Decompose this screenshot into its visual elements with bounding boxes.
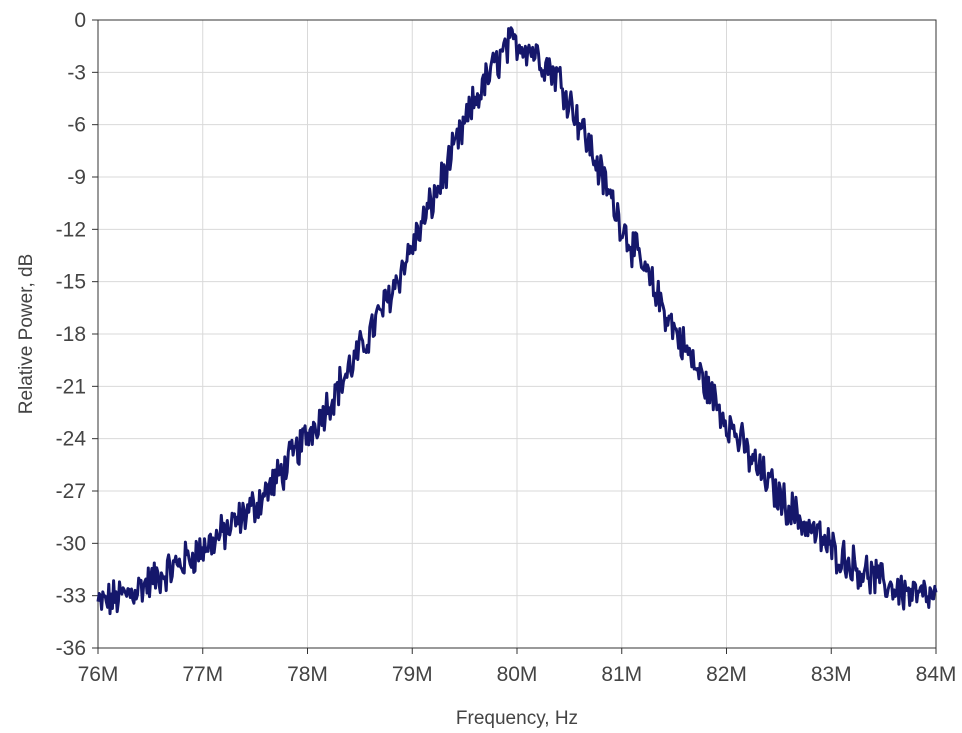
y-tick-label: -27 [56, 480, 86, 503]
y-tick-label: -21 [56, 375, 86, 398]
y-tick-label: -15 [56, 271, 86, 294]
x-tick-label: 79M [392, 663, 433, 686]
x-tick-label: 81M [601, 663, 642, 686]
series-layer [96, 26, 938, 616]
grid-lines [97, 19, 937, 649]
y-tick-label: -18 [56, 323, 86, 346]
y-axis-label: Relative Power, dB [16, 254, 37, 415]
y-tick-label: -30 [56, 532, 86, 555]
axis-ticks: 76M 77M 78M 79M 80M 81M 82M 83M 84M 0 -3 -6 -9 -12 -15… [56, 9, 957, 686]
y-tick-label: -33 [56, 585, 86, 608]
x-tick-label: 80M [497, 663, 538, 686]
y-tick-label: -3 [67, 61, 86, 84]
x-tick-label: 82M [706, 663, 747, 686]
y-tick-label: -6 [67, 114, 86, 137]
y-tick-label: 0 [74, 9, 86, 32]
x-tick-label: 78M [287, 663, 328, 686]
y-tick-label: -9 [67, 166, 86, 189]
y-tick-label: -24 [56, 428, 87, 451]
series-line [96, 26, 938, 616]
x-tick-label: 83M [811, 663, 852, 686]
x-tick-label: 84M [916, 663, 957, 686]
y-tick-label: -12 [56, 218, 86, 241]
y-tick-label: -36 [56, 637, 86, 660]
x-tick-label: 77M [182, 663, 223, 686]
x-tick-label: 76M [78, 663, 119, 686]
x-axis-label: Frequency, Hz [456, 708, 578, 729]
